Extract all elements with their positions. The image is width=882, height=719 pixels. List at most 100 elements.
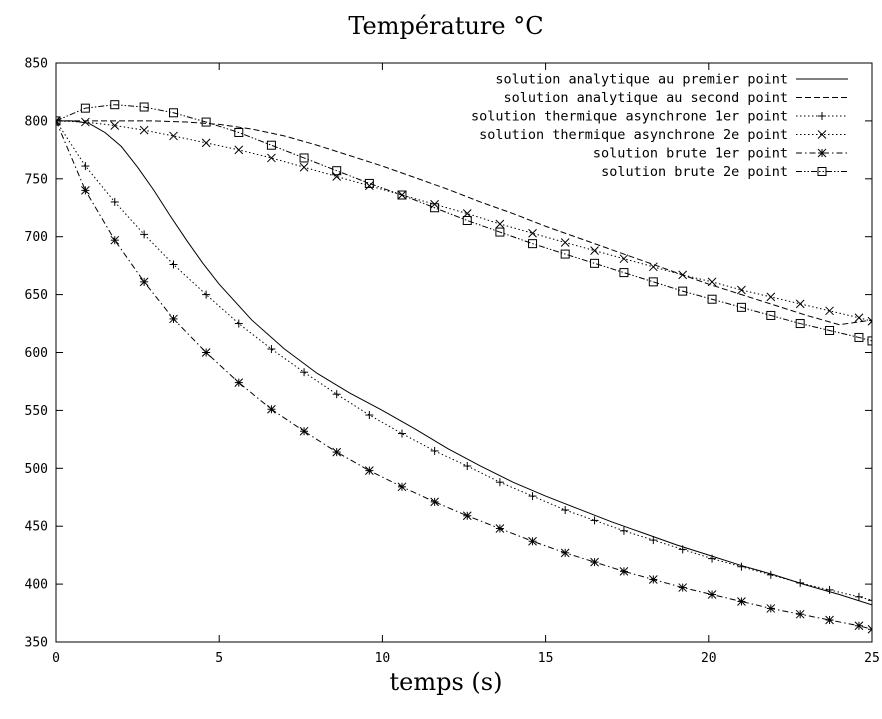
data-point [234,378,244,387]
data-point [868,596,872,605]
data-point [56,116,61,126]
data-point [56,116,61,126]
x-tick-label: 20 [701,651,717,666]
y-tick-label: 850 [25,57,48,72]
data-point [590,516,599,525]
data-point [825,325,835,335]
y-tick-label: 450 [25,520,48,535]
data-point [139,125,149,135]
legend-label: solution thermique asynchrone 1er point [471,109,788,125]
data-point [332,166,342,176]
data-point [825,306,834,316]
data-point [430,497,439,507]
data-point [81,117,90,127]
data-point [495,219,505,229]
series-line [56,120,872,326]
data-point [854,621,864,631]
data-point [619,526,628,535]
series-2 [56,120,872,326]
data-point [81,186,90,195]
y-tick-label: 550 [25,404,48,419]
x-tick-label: 10 [375,651,391,666]
data-point [462,215,472,225]
data-point [649,536,658,545]
data-point [266,140,276,150]
legend-marker [817,148,827,158]
data-point [397,482,407,492]
data-point [110,121,120,130]
data-point [430,199,439,209]
data-point [795,299,805,309]
data-point [299,153,309,163]
series-line [56,104,872,342]
data-point [169,314,178,324]
data-point [678,545,687,554]
data-point [708,554,717,563]
data-point [234,145,244,155]
data-point [267,345,276,354]
data-point [139,102,149,112]
data-point [867,316,872,326]
data-point [560,238,570,247]
series-5 [56,116,872,634]
data-point [825,585,834,594]
data-point [495,524,505,533]
data-point [81,162,90,171]
data-point [110,100,120,110]
y-axis: 350 400 450 500 550 600 650 700 750 800 850 [25,57,872,651]
data-point [795,319,805,329]
x-tick-label: 5 [215,651,223,666]
data-point [267,153,276,163]
data-point [397,429,406,438]
data-point [365,411,374,420]
data-point [169,131,178,141]
data-point [590,557,599,567]
data-point [867,624,872,634]
data-point [561,505,570,514]
data-point [430,446,439,455]
data-point [332,447,342,457]
data-point [430,203,440,213]
data-point [110,235,120,245]
data-point [495,478,504,487]
series-4 [56,116,872,326]
data-point [678,270,688,280]
y-tick-label: 650 [25,288,48,303]
data-point [495,227,505,237]
data-point [619,268,629,278]
data-point [528,239,538,249]
legend-marker [818,112,826,120]
series-1 [56,120,872,606]
data-point [560,249,570,259]
data-point [462,511,472,521]
legend: solution analytique au premier point solu… [471,72,848,180]
data-point [796,578,805,587]
data-point [528,228,537,238]
data-point [332,172,342,181]
data-point [648,262,658,272]
data-point [707,277,717,287]
y-tick-label: 700 [25,230,48,245]
data-point [854,592,863,601]
data-point [737,597,746,606]
data-point [234,127,244,137]
data-point [140,230,149,239]
data-point [678,583,688,592]
series-line [56,120,872,601]
data-point [737,285,746,295]
legend-label: solution thermique asynchrone 2e point [479,127,788,143]
data-point [201,348,211,357]
data-point [299,162,309,172]
chart-title: Température °C [348,12,543,40]
data-point [854,332,864,342]
data-point [737,562,746,571]
data-point [867,336,872,346]
data-point [201,138,211,148]
data-point [234,319,243,328]
data-point [619,254,629,264]
y-tick-label: 350 [25,636,48,651]
data-point [648,277,658,287]
data-point [267,404,276,414]
y-tick-label: 800 [25,114,48,129]
